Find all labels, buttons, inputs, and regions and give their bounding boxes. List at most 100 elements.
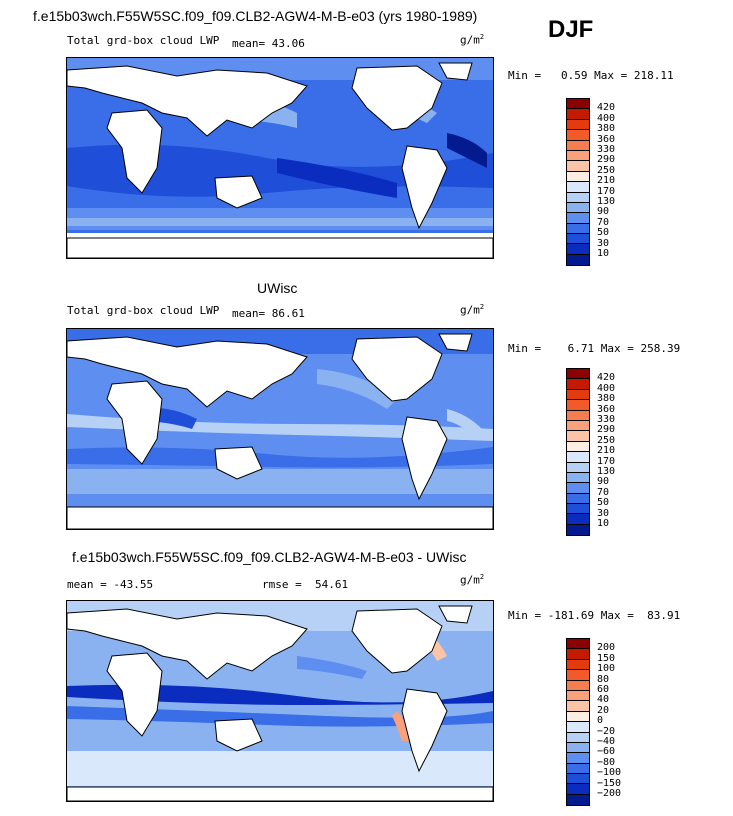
colorbar-swatch xyxy=(567,472,589,484)
colorbar-swatch xyxy=(567,763,589,775)
colorbar-swatch xyxy=(567,202,589,214)
colorbar-swatch xyxy=(567,452,589,463)
colorbar-tick-label: 10 xyxy=(597,248,610,259)
colorbar-tick-label: −60 xyxy=(597,746,616,758)
colorbar-tick-label: −20 xyxy=(597,725,616,737)
colorbar-tick-label: 290 xyxy=(597,424,616,436)
colorbar-tick-label: −80 xyxy=(597,756,616,768)
panel3-minmax: Min = -181.69 Max = 83.91 xyxy=(508,609,681,622)
colorbar-tick-label: 210 xyxy=(597,175,616,187)
colorbar-swatch xyxy=(567,649,589,660)
colorbar-swatch xyxy=(567,659,589,671)
colorbar-swatch xyxy=(567,462,589,473)
colorbar-swatch xyxy=(567,254,589,266)
colorbar-swatch xyxy=(567,171,589,183)
colorbar-tick-label: 40 xyxy=(597,694,610,706)
colorbar-swatch xyxy=(567,150,589,162)
colorbar-swatch xyxy=(567,99,589,110)
colorbar-tick-label: 250 xyxy=(597,164,616,176)
colorbar-swatch xyxy=(567,680,589,691)
colorbar-swatch xyxy=(567,483,589,494)
panel1-variable: Total grd-box cloud LWP xyxy=(67,34,220,47)
colorbar-tick-label: −150 xyxy=(597,777,622,789)
colorbar-swatch xyxy=(567,732,589,743)
colorbar-tick-label: 290 xyxy=(597,154,616,166)
colorbar-swatch xyxy=(567,711,589,723)
colorbar-swatch xyxy=(567,119,589,131)
colorbar-swatch xyxy=(567,213,589,224)
colorbar-tick-label: −100 xyxy=(597,767,622,779)
colorbar-tick-label: 70 xyxy=(597,216,610,228)
colorbar-tick-label: 100 xyxy=(597,663,616,675)
colorbar-swatch xyxy=(567,109,589,120)
colorbar-swatch xyxy=(567,753,589,764)
panel2-units: g/m2 xyxy=(460,303,485,317)
colorbar-swatch xyxy=(567,493,589,505)
colorbar-tick-label: −200 xyxy=(597,788,622,799)
colorbar-tick-label: 0 xyxy=(597,715,604,727)
colorbar-tick-label: 70 xyxy=(597,486,610,498)
colorbar-swatch xyxy=(567,524,589,536)
colorbar-swatch xyxy=(567,192,589,203)
colorbar-swatch xyxy=(567,690,589,702)
colorbar-tick-label: 210 xyxy=(597,445,616,457)
colorbar-tick-label: 250 xyxy=(597,434,616,446)
colorbar-swatch xyxy=(567,774,589,785)
colorbar-tick-label: 90 xyxy=(597,476,610,488)
colorbar-swatch xyxy=(567,140,589,151)
colorbar-swatch xyxy=(567,379,589,390)
colorbar-swatch xyxy=(567,420,589,432)
colorbar-tick-label: 50 xyxy=(597,497,610,509)
panel3-mean: mean = -43.55 xyxy=(67,578,154,591)
colorbar-swatch xyxy=(567,223,589,235)
colorbar-tick-label: 90 xyxy=(597,206,610,218)
colorbar-swatch xyxy=(567,400,589,411)
colorbar-swatch xyxy=(567,701,589,712)
panel3-units: g/m2 xyxy=(460,573,485,587)
colorbar-swatch xyxy=(567,161,589,172)
colorbar-tick-label: −40 xyxy=(597,736,616,747)
colorbar-swatch xyxy=(567,234,589,245)
panel1-mean: mean= 43.06 xyxy=(232,37,305,50)
colorbar-swatch xyxy=(567,431,589,442)
colorbar-tick-label: 150 xyxy=(597,652,616,664)
colorbar-tick-label: 380 xyxy=(597,393,616,405)
colorbar-tick-label: 30 xyxy=(597,507,610,519)
colorbar-tick-label: 330 xyxy=(597,144,616,155)
panel3-title: f.e15b03wch.F55W5SC.f09_f09.CLB2-AGW4-M-… xyxy=(72,549,467,565)
panel1-minmax: Min = 0.59 Max = 218.11 xyxy=(508,69,674,82)
colorbar-tick-label: 360 xyxy=(597,133,616,145)
colorbar-tick-label: 30 xyxy=(597,237,610,249)
colorbar-tick-label: 420 xyxy=(597,102,616,114)
colorbar-tick-label: 400 xyxy=(597,112,616,124)
colorbar-tick-label: 60 xyxy=(597,684,610,695)
panel2-variable: Total grd-box cloud LWP xyxy=(67,304,220,317)
colorbar-swatch xyxy=(567,130,589,141)
panel2-title: UWisc xyxy=(257,280,298,296)
colorbar-swatch xyxy=(567,369,589,380)
panel2-map xyxy=(66,328,494,530)
colorbar-tick-label: 330 xyxy=(597,414,616,425)
colorbar-swatch xyxy=(567,784,589,795)
colorbar-tick-label: 170 xyxy=(597,185,616,197)
colorbar-swatch xyxy=(567,514,589,525)
colorbar-swatch xyxy=(567,389,589,401)
figure-title: f.e15b03wch.F55W5SC.f09_f09.CLB2-AGW4-M-… xyxy=(33,8,478,24)
panel1-map xyxy=(66,57,494,259)
colorbar-tick-label: 380 xyxy=(597,123,616,135)
season-label: DJF xyxy=(548,16,594,43)
colorbar-swatch xyxy=(567,504,589,515)
colorbar-swatch xyxy=(567,670,589,681)
colorbar-tick-label: 400 xyxy=(597,382,616,394)
colorbar-tick-label: 130 xyxy=(597,466,616,477)
panel2-colorbar xyxy=(566,368,590,537)
panel3-colorbar xyxy=(566,638,590,807)
colorbar-tick-label: 200 xyxy=(597,642,616,654)
panel1-units: g/m2 xyxy=(460,33,485,47)
colorbar-swatch xyxy=(567,722,589,733)
colorbar-swatch xyxy=(567,244,589,255)
colorbar-tick-label: 10 xyxy=(597,518,610,529)
colorbar-tick-label: 80 xyxy=(597,673,610,685)
colorbar-swatch xyxy=(567,742,589,754)
colorbar-tick-label: 20 xyxy=(597,704,610,716)
